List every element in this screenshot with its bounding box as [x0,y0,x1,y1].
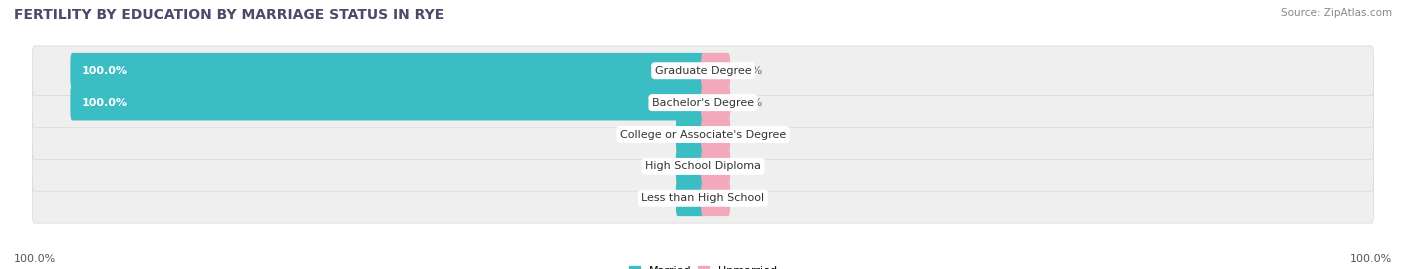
Text: FERTILITY BY EDUCATION BY MARRIAGE STATUS IN RYE: FERTILITY BY EDUCATION BY MARRIAGE STATU… [14,8,444,22]
FancyBboxPatch shape [702,148,730,184]
FancyBboxPatch shape [676,180,704,216]
Text: Less than High School: Less than High School [641,193,765,203]
Text: Graduate Degree: Graduate Degree [655,66,751,76]
Text: 0.0%: 0.0% [734,193,763,203]
Legend: Married, Unmarried: Married, Unmarried [624,261,782,269]
FancyBboxPatch shape [32,141,1374,191]
FancyBboxPatch shape [702,180,730,216]
FancyBboxPatch shape [32,174,1374,223]
FancyBboxPatch shape [702,53,730,89]
FancyBboxPatch shape [676,148,704,184]
FancyBboxPatch shape [32,46,1374,95]
Text: 0.0%: 0.0% [643,161,672,171]
FancyBboxPatch shape [70,53,704,89]
Text: 0.0%: 0.0% [734,161,763,171]
Text: 0.0%: 0.0% [734,66,763,76]
Text: High School Diploma: High School Diploma [645,161,761,171]
FancyBboxPatch shape [702,85,730,121]
FancyBboxPatch shape [32,78,1374,128]
Text: 0.0%: 0.0% [734,129,763,140]
Text: 100.0%: 100.0% [82,66,128,76]
FancyBboxPatch shape [676,117,704,152]
Text: 0.0%: 0.0% [643,129,672,140]
FancyBboxPatch shape [702,117,730,152]
Text: College or Associate's Degree: College or Associate's Degree [620,129,786,140]
FancyBboxPatch shape [32,110,1374,159]
Text: 100.0%: 100.0% [14,254,56,264]
FancyBboxPatch shape [70,85,704,121]
Text: 0.0%: 0.0% [643,193,672,203]
Text: Source: ZipAtlas.com: Source: ZipAtlas.com [1281,8,1392,18]
Text: 0.0%: 0.0% [734,98,763,108]
Text: 100.0%: 100.0% [1350,254,1392,264]
Text: 100.0%: 100.0% [82,98,128,108]
Text: Bachelor's Degree: Bachelor's Degree [652,98,754,108]
